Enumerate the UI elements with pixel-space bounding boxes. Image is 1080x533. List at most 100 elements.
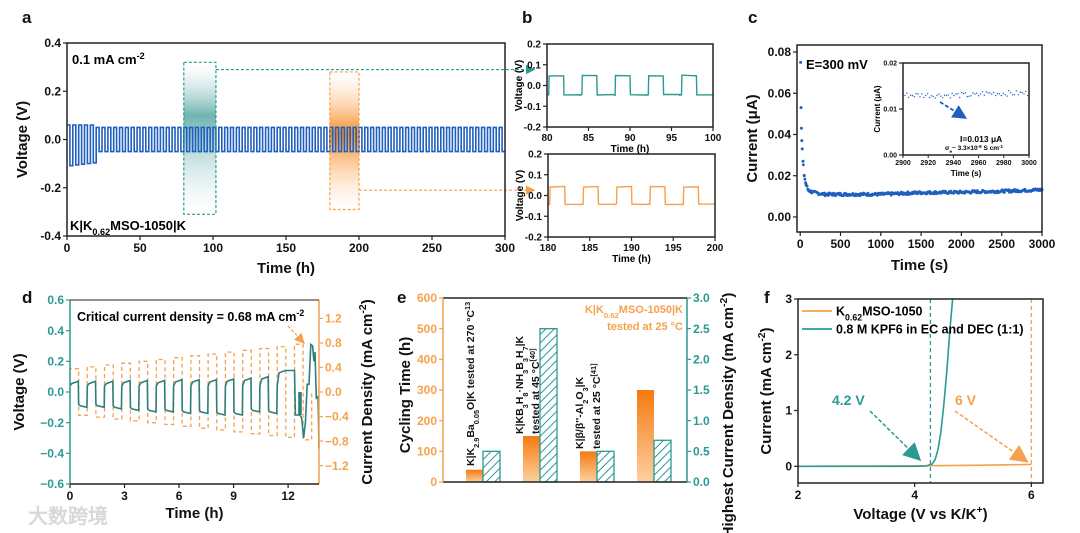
conductivity-label: σe~ 3.3×10-9 S cm-1	[945, 144, 1004, 154]
panel-label-b: b	[522, 8, 532, 27]
current-density-label: 0.1 mA cm-2	[72, 51, 145, 67]
x-tick-label: 2940	[946, 160, 962, 167]
data-point	[802, 173, 806, 177]
y-tick-label: 1.0	[693, 414, 710, 428]
text-run: H	[514, 350, 526, 358]
bar-current-density	[482, 450, 501, 483]
inset-data-point	[909, 94, 912, 96]
inset-data-point	[970, 95, 972, 97]
inset-data-point	[953, 94, 955, 97]
y-tick-label: 0.08	[768, 45, 792, 59]
category-label-this-work-condition: tested at 25 °C	[607, 321, 683, 333]
inset-data-point	[942, 97, 944, 99]
panel-label-d: d	[22, 288, 32, 307]
text-run: -2	[718, 298, 730, 307]
inset-data-point	[1011, 94, 1014, 96]
inset-data-point	[906, 92, 908, 94]
data-point	[866, 191, 870, 195]
x-tick-label: 250	[422, 241, 442, 255]
current-density-cycle	[69, 368, 88, 416]
y-tick-label: 0.00	[883, 152, 897, 159]
voltage-series	[547, 74, 714, 97]
inset-data-point	[1000, 94, 1002, 97]
text-run: ~ 3.3×10	[952, 145, 978, 152]
y-tick-label: 0.2	[527, 40, 541, 51]
inset-data-point	[913, 96, 915, 98]
plot-frame	[797, 298, 1044, 484]
y-tick-label: 0.8	[325, 336, 342, 350]
text-run: tested at 25 °C	[607, 321, 683, 333]
text-run: 7	[521, 346, 530, 350]
x-tick-label: 3	[121, 489, 128, 503]
text-run: 13	[463, 302, 472, 310]
text-run: 3	[521, 370, 530, 374]
inset-data-point	[977, 95, 980, 97]
text-run: Current Density (mA cm	[359, 314, 376, 485]
inset-data-point	[949, 97, 951, 99]
y-tick-label: 200	[417, 414, 437, 428]
inset-data-point	[1015, 90, 1018, 92]
inset-data-point	[928, 96, 931, 99]
x-tick-label: 190	[623, 243, 640, 254]
y-tick-label: 600	[417, 291, 437, 305]
y-tick-label: 0.02	[883, 60, 897, 67]
text-run: 0.62	[845, 313, 862, 323]
text-run: e	[949, 149, 952, 154]
y-tick-label: -0.2	[524, 123, 542, 134]
data-point	[1003, 191, 1006, 194]
y-tick-label: 0.4	[325, 361, 342, 375]
inset-data-point	[974, 93, 976, 95]
current-density-cycle	[259, 347, 278, 437]
inset-x-axis-title: Time (s)	[951, 169, 982, 178]
data-point	[805, 184, 809, 188]
inset-data-point	[936, 94, 938, 97]
watermark: 大数跨境	[28, 504, 108, 528]
text-run: MSO-1050	[862, 305, 922, 319]
text-run: 0.1 mA cm	[72, 52, 137, 67]
inset-data-point	[1021, 91, 1023, 94]
highlight-region-teal	[183, 62, 216, 215]
highlight-box-teal	[183, 61, 217, 215]
y-tick-label: −1.2	[325, 459, 349, 473]
cell-label: K|K0.62MSO-1050|K	[70, 218, 187, 237]
bar-cycling-time	[466, 469, 483, 482]
inset-data-point	[1025, 90, 1027, 93]
text-run: )	[983, 506, 988, 523]
x-tick-label: 3000	[1021, 160, 1037, 167]
x-tick-label: 9	[230, 489, 237, 503]
y-tick-label: 0.0	[325, 385, 342, 399]
inset-data-point	[908, 96, 910, 99]
series-line	[798, 298, 954, 468]
y-tick-label: 2.5	[693, 322, 710, 336]
panel-b-bottom: 180 185 190 195 200 -0.2 -0.1 0.0 0.1 0.2 Time (h)…	[515, 150, 724, 266]
text-run: -2	[296, 308, 304, 318]
inset-data-point	[1008, 90, 1010, 92]
text-run: 0.62	[92, 227, 110, 237]
x-tick-label: 12	[281, 489, 295, 503]
inset-data-point	[987, 92, 989, 94]
x-axis-title: Time (s)	[891, 257, 948, 274]
x-tick-label: 100	[203, 241, 223, 255]
y-tick-label: -0.2	[40, 181, 61, 195]
x-tick-label: 1000	[867, 237, 894, 251]
data-point	[799, 106, 803, 110]
inset-data-point	[930, 95, 933, 97]
data-point	[809, 189, 813, 193]
x-tick-label: 0	[64, 241, 71, 255]
x-tick-label: 50	[133, 241, 147, 255]
data-point	[800, 139, 804, 143]
text-run: -2	[357, 304, 369, 313]
text-run: )	[720, 293, 737, 298]
inset-data-point	[923, 96, 925, 99]
inset-data-point	[955, 93, 957, 95]
panel-label-a: a	[22, 8, 32, 27]
y-axis-title: Current (μA)	[744, 94, 761, 182]
plot-frame	[70, 300, 319, 484]
inset-data-point	[1017, 94, 1019, 96]
category-label: tested at 25 °C[41]	[589, 363, 604, 449]
inset-chart: 2900 2920 2940 2960 2980 3000 0.00 0.01 0.02 Time…	[873, 60, 1037, 178]
y-tick-label: 400	[417, 353, 437, 367]
x-tick-label: 200	[349, 241, 369, 255]
x-tick-label: 300	[495, 241, 515, 255]
critical-current-annotation: Critical current density = 0.68 mA cm-2	[77, 308, 304, 324]
